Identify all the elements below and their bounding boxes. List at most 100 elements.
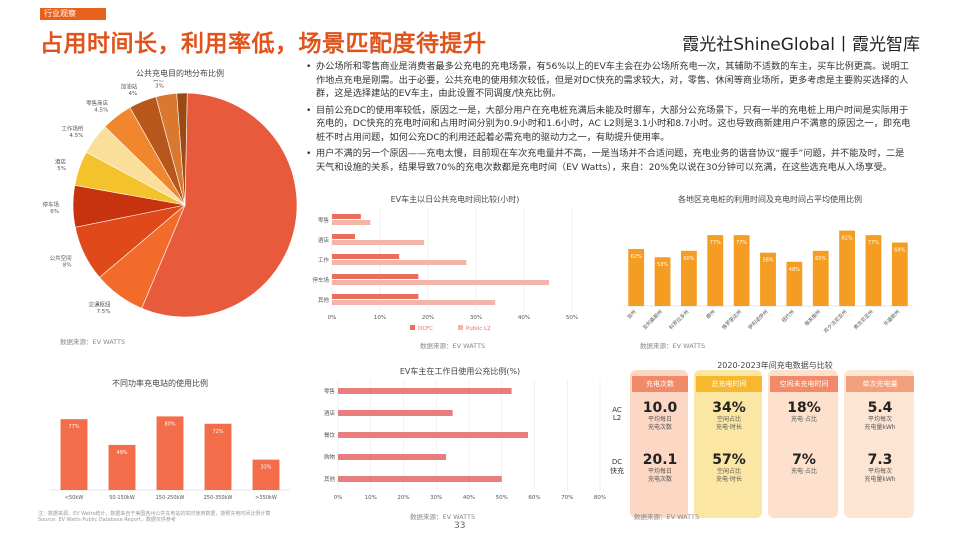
hbar2-x-tick: 0% — [334, 495, 343, 501]
vbar2-data-label: 49% — [116, 450, 127, 456]
hbar1-x-tick: 0% — [328, 315, 337, 321]
vbar1-x-tick: 华盛顿州 — [882, 308, 901, 327]
hbar1-bar — [332, 294, 419, 299]
table-cell: 7% 充电·占比 — [770, 452, 838, 476]
hbar1-y-tick: 其他 — [318, 296, 330, 304]
hbar2-x-tick: 10% — [365, 495, 377, 501]
table-container — [620, 370, 926, 518]
pie-chart: 商场56%交通枢纽7.5%公共空间8%停车场6%酒店5%工作场所4.5%零售商店… — [42, 80, 298, 318]
hbar2-y-tick: 其他 — [324, 475, 336, 483]
hbar1-bar — [332, 300, 496, 305]
pie-slice — [176, 92, 188, 206]
table-source: 数据来源：EV WATTS — [634, 513, 700, 521]
pie-source: 数据来源：EV WATTS — [60, 338, 126, 346]
vbar2-title: 不同功率充电站的使用比例 — [112, 379, 208, 388]
hbar1-source: 数据来源：EV WATTS — [420, 342, 486, 350]
table-cell: 5.4 平均每次 充电量kWh — [846, 400, 914, 431]
vbar1-bar — [839, 230, 855, 306]
vbar2-bar — [204, 423, 232, 490]
pie-slice-label: 酒店 5% — [55, 158, 67, 173]
pie-slice-label: 零售商店 4.5% — [86, 99, 109, 114]
vbar2-x-tick: 250-350kW — [204, 495, 233, 501]
vbar1-x-tick: 佛罗里达州 — [720, 308, 743, 331]
table-cell-caption: 平均每日 充电次数 — [647, 468, 672, 483]
hbar2-bar — [338, 410, 453, 416]
vbar1-x-tick: 俄亥俄州 — [803, 308, 822, 327]
vbar1-x-tick: 弗吉尼亚州 — [852, 308, 875, 331]
hbar1-bar — [332, 240, 425, 245]
hbar1-x-tick: 20% — [422, 315, 434, 321]
footnote: 注：数据来源，EV Watts统计，数据来自于美国各州公共充电站的实时使用数据，… — [38, 511, 271, 523]
table-cell-caption: 充电·占比 — [791, 468, 817, 475]
hbar2-bar — [338, 454, 447, 460]
table-cell-caption: 充电·占比 — [791, 416, 817, 423]
hbar1-bar — [332, 280, 549, 285]
hbar1-title: EV车主以日公共充电时间比较(小时) — [390, 195, 520, 204]
vbar1-bar — [707, 235, 724, 306]
vbar1-bar — [681, 250, 697, 306]
hbar1-legend-swatch — [458, 325, 463, 330]
hbar1-y-tick: 工作 — [318, 256, 330, 264]
vbar1-data-label: 77% — [710, 240, 721, 246]
pie-slice-label: 其他3% — [153, 80, 165, 89]
vbar1-x-tick: 亚利桑那州 — [641, 308, 664, 331]
hbar1-bar — [332, 260, 467, 265]
hbar1-bar — [332, 214, 361, 219]
section-tag: 行业观察 — [40, 8, 106, 20]
hbar1-y-tick: 零售 — [318, 216, 329, 224]
hbar2-title: EV车主在工作日使用公充比例(%) — [399, 367, 521, 376]
bullet-list: 办公场所和零售商业是消费者最多公充电的充电场景，有56%以上的EV车主会在办公场… — [306, 60, 912, 177]
vbar1-x-tick: 宾夕法尼亚州 — [822, 308, 848, 334]
hbar2-x-tick: 70% — [561, 495, 573, 501]
vbar1-x-tick: 伊利诺伊州 — [747, 308, 770, 331]
pie-slice-label: 公共空间 8% — [50, 254, 72, 268]
table-cell-value: 18% — [787, 400, 821, 416]
page-number: 33 — [454, 521, 466, 531]
vbar2-bar — [156, 416, 184, 490]
hbar1-x-tick: 50% — [566, 315, 578, 321]
hbar2-x-tick: 20% — [397, 495, 409, 501]
hbar2-y-tick: 零售 — [324, 387, 335, 395]
hbar1-legend-label: Public L2 — [466, 326, 491, 332]
vbar2-data-label: 77% — [68, 424, 79, 430]
hbar1-legend-swatch — [410, 325, 415, 330]
pie-slice-label: 停车场 6% — [42, 200, 59, 215]
vbar1-data-label: 62% — [631, 254, 642, 260]
vbar2-x-tick: 150-250kW — [156, 495, 185, 501]
table-cell-caption: 空闲占比 充电·时长 — [716, 468, 742, 483]
hbar1-legend-label: DCFC — [418, 326, 433, 332]
pie-slice-label: 加油站 4% — [121, 82, 138, 97]
table-cell: 57% 空闲占比 充电·时长 — [696, 452, 762, 483]
hbar1-bar — [332, 234, 356, 239]
vbar2-chart: 77% <50kW 49% 50-150kW 80% 150-250kW 72% 250-35… — [50, 416, 290, 501]
hbar2-y-tick: 酒店 — [324, 409, 336, 417]
hbar2-x-tick: 50% — [496, 495, 508, 501]
pie-slice-label: 交通枢纽 7.5% — [88, 301, 111, 316]
table-cell: 18% 充电·占比 — [770, 400, 838, 424]
hbar1-y-tick: 酒店 — [318, 236, 330, 244]
vbar1-bar — [786, 261, 803, 306]
vbar1-data-label: 60% — [683, 256, 694, 262]
vbar2-data-label: 80% — [164, 421, 175, 427]
vbar1-bar — [628, 248, 645, 306]
table-cell-caption: 平均每次 充电量kWh — [864, 468, 896, 483]
vbar2-x-tick: <50kW — [65, 495, 83, 501]
vbar1-data-label: 77% — [736, 240, 747, 246]
hbar1-y-tick: 停车场 — [312, 276, 329, 284]
bullet-2: 目前公充DC的使用率较低，原因之一是，大部分用户在充电桩充满后未能及时挪车，大部… — [306, 104, 912, 145]
hbar2-bar — [338, 388, 512, 394]
vbar1-data-label: 69% — [894, 248, 905, 254]
table-cell-caption: 平均每日 充电次数 — [647, 416, 672, 431]
table-cell: 10.0 平均每日 充电次数 — [632, 400, 688, 431]
vbar1-data-label: 48% — [789, 267, 800, 273]
vbar2-x-tick: >350kW — [255, 495, 277, 501]
table-cell-value: 20.1 — [642, 452, 678, 468]
pie-chart-title: 公共充电目的地分布比例 — [136, 69, 224, 78]
hbar2-x-tick: 60% — [528, 495, 540, 501]
hbar1-x-tick: 10% — [374, 315, 386, 321]
vbar1-bar — [891, 242, 908, 306]
vbar2-x-tick: 50-150kW — [109, 495, 135, 501]
hbar2-y-tick: 购物 — [324, 453, 336, 461]
vbar1-bar — [865, 235, 882, 306]
vbar1-x-tick: 加州 — [626, 308, 638, 320]
